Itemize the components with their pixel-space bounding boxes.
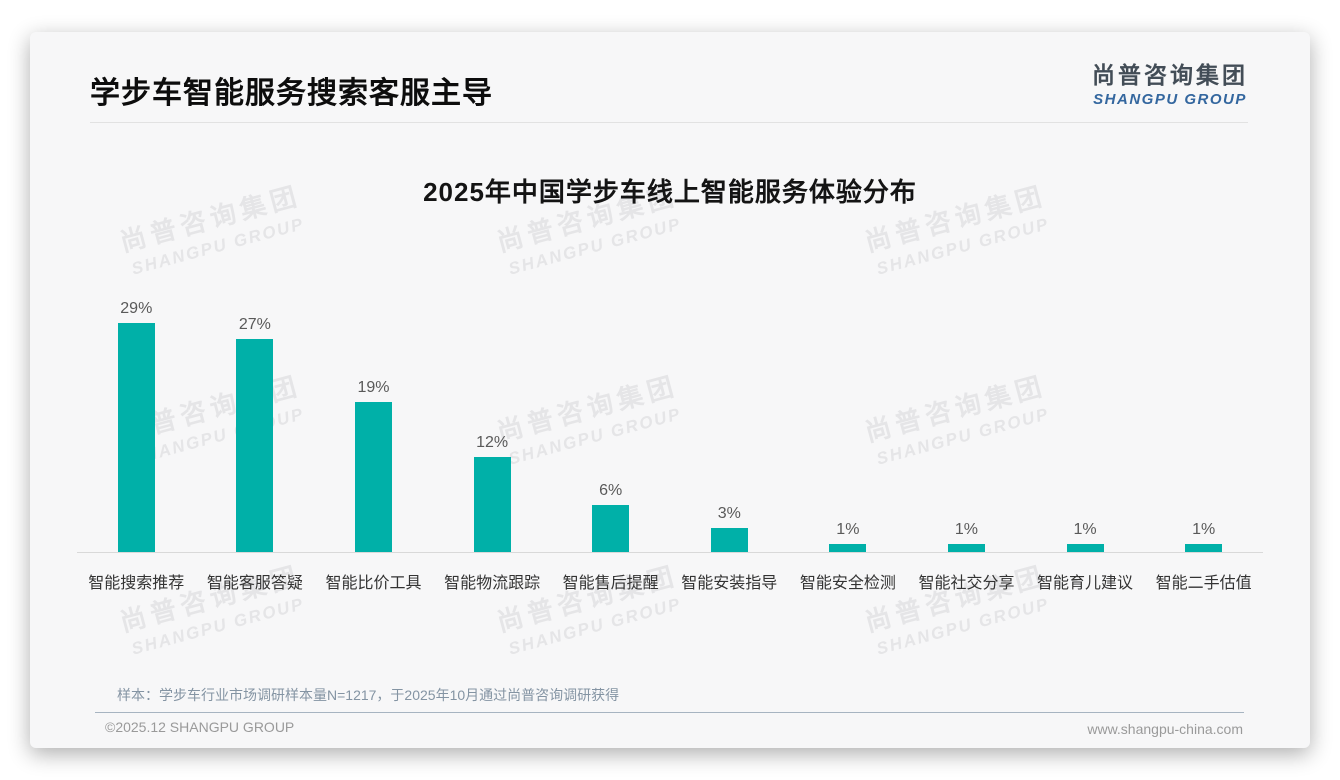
bar bbox=[473, 457, 511, 552]
bar-value-label: 6% bbox=[599, 482, 623, 499]
sample-note: 样本：学步车行业市场调研样本量N=1217，于2025年10月通过尚普咨询调研获… bbox=[117, 687, 620, 703]
bar-column: 6% bbox=[551, 482, 670, 552]
bar-column: 1% bbox=[1026, 521, 1145, 552]
category-label: 智能安装指导 bbox=[681, 575, 778, 592]
bar-column: 12% bbox=[433, 434, 552, 552]
header-divider bbox=[90, 122, 1248, 123]
bar-column: 3% bbox=[670, 505, 789, 552]
bar-value-label: 3% bbox=[717, 505, 741, 522]
bar-value-label: 19% bbox=[357, 379, 390, 396]
company-logo: 尚普咨询集团 SHANGPU GROUP bbox=[1092, 56, 1248, 108]
watermark-line2: SHANGPU GROUP bbox=[874, 594, 1052, 659]
bar-column: 19% bbox=[314, 379, 433, 552]
bar bbox=[710, 528, 748, 552]
category-label: 智能社交分享 bbox=[918, 575, 1015, 592]
bar bbox=[117, 323, 155, 552]
bar-column: 1% bbox=[789, 521, 908, 552]
chart-title: 2025年中国学步车线上智能服务体验分布 bbox=[423, 177, 917, 207]
category-label: 智能售后提醒 bbox=[562, 575, 659, 592]
bar-value-label: 12% bbox=[476, 434, 509, 451]
bar bbox=[947, 544, 985, 552]
logo-english-text: SHANGPU GROUP bbox=[1093, 91, 1247, 108]
category-label: 智能二手估值 bbox=[1155, 575, 1252, 592]
bar-chart: 29% 27% 19% 12% 6% 3% 1% 1% 1% 1% 智能搜索推荐 智能客服答疑 智能比… bbox=[77, 290, 1263, 593]
watermark-line2: SHANGPU GROUP bbox=[129, 594, 307, 659]
bar-column: 1% bbox=[1144, 521, 1263, 552]
category-label: 智能育儿建议 bbox=[1037, 575, 1134, 592]
bar-value-label: 1% bbox=[836, 521, 860, 538]
bar-column: 1% bbox=[907, 521, 1026, 552]
watermark-line2: SHANGPU GROUP bbox=[129, 214, 307, 279]
bar-chart-plot-area: 29% 27% 19% 12% 6% 3% 1% 1% 1% 1% bbox=[77, 290, 1263, 553]
bar-chart-category-axis: 智能搜索推荐 智能客服答疑 智能比价工具 智能物流跟踪 智能售后提醒 智能安装指导 智能安全… bbox=[77, 553, 1263, 593]
category-label: 智能物流跟踪 bbox=[444, 575, 541, 592]
watermark-line2: SHANGPU GROUP bbox=[506, 594, 684, 659]
watermark-line2: SHANGPU GROUP bbox=[874, 214, 1052, 279]
page-title: 学步车智能服务搜索客服主导 bbox=[90, 77, 493, 110]
bar bbox=[592, 505, 630, 552]
watermark-line2: SHANGPU GROUP bbox=[506, 214, 684, 279]
category-label: 智能搜索推荐 bbox=[88, 575, 185, 592]
footer-divider bbox=[95, 712, 1244, 713]
logo-chinese-text: 尚普咨询集团 bbox=[1092, 62, 1248, 88]
bar bbox=[1185, 544, 1223, 552]
category-label: 智能比价工具 bbox=[325, 575, 422, 592]
copyright-text: ©2025.12 SHANGPU GROUP bbox=[105, 719, 295, 735]
bar-value-label: 1% bbox=[1192, 521, 1216, 538]
bar-value-label: 27% bbox=[238, 316, 271, 333]
category-label: 智能安全检测 bbox=[799, 575, 896, 592]
category-label: 智能客服答疑 bbox=[206, 575, 303, 592]
bar bbox=[236, 339, 274, 552]
bar-value-label: 1% bbox=[1073, 521, 1097, 538]
bar-value-label: 1% bbox=[954, 521, 979, 538]
website-url: www.shangpu-china.com bbox=[1087, 721, 1243, 737]
bar bbox=[1066, 544, 1104, 552]
bar bbox=[829, 544, 867, 552]
slide-card: 尚普咨询集团 SHANGPU GROUP 尚普咨询集团 SHANGPU GROUP 尚普… bbox=[30, 32, 1310, 748]
bar-value-label: 29% bbox=[120, 300, 153, 317]
bar bbox=[354, 402, 392, 552]
bar-column: 27% bbox=[196, 316, 315, 552]
bar-column: 29% bbox=[77, 300, 196, 552]
